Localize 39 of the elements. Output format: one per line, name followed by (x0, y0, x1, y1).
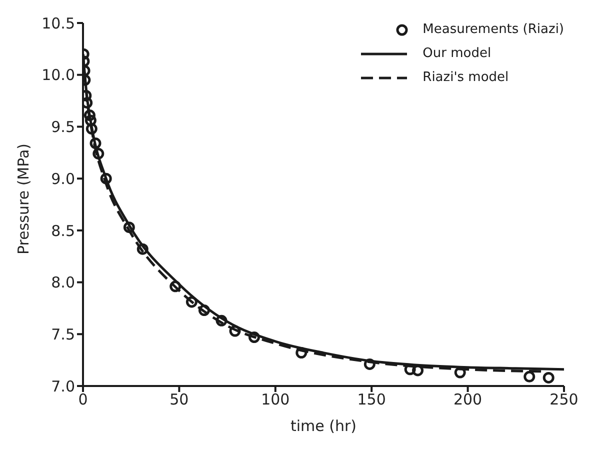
legend-label: Measurements (Riazi) (422, 22, 564, 37)
point (136, 243, 148, 255)
x-tick-label: 50 (170, 390, 189, 409)
x-tick-label: 0 (78, 390, 88, 409)
y-tick-label: 9.5 (51, 118, 75, 136)
point (229, 325, 241, 337)
y-tick-label: 7.0 (51, 377, 75, 396)
point (86, 123, 98, 135)
x-tick-label: 250 (550, 390, 578, 409)
point (454, 366, 466, 378)
point (100, 172, 112, 184)
legend-label: Our model (422, 46, 492, 61)
point (542, 372, 554, 384)
y-tick-label: 7.5 (51, 325, 75, 344)
point (364, 358, 376, 370)
point (92, 148, 104, 160)
y-tick-label: 8.5 (51, 222, 75, 240)
point (90, 138, 102, 150)
point (123, 222, 135, 234)
point (84, 114, 96, 126)
y-tick-label: 9.0 (51, 170, 75, 188)
point (198, 304, 210, 316)
y-axis-title: Pressure (MPa) (14, 143, 32, 254)
point (186, 296, 198, 308)
point (524, 370, 536, 382)
legend-label: Riazi's model (422, 70, 509, 85)
y-tick-label: 10.0 (42, 66, 75, 84)
point (170, 280, 182, 292)
point (84, 110, 96, 122)
x-tick-label: 150 (357, 390, 386, 409)
point (296, 347, 308, 359)
point (412, 364, 424, 376)
y-tick-label: 10.5 (42, 14, 75, 32)
point (248, 332, 260, 344)
x-tick-label: 200 (453, 390, 482, 409)
point (216, 314, 228, 326)
x-tick-label: 100 (261, 390, 290, 409)
x-axis-title: time (hr) (290, 417, 357, 435)
y-tick-label: 8.0 (51, 274, 75, 292)
